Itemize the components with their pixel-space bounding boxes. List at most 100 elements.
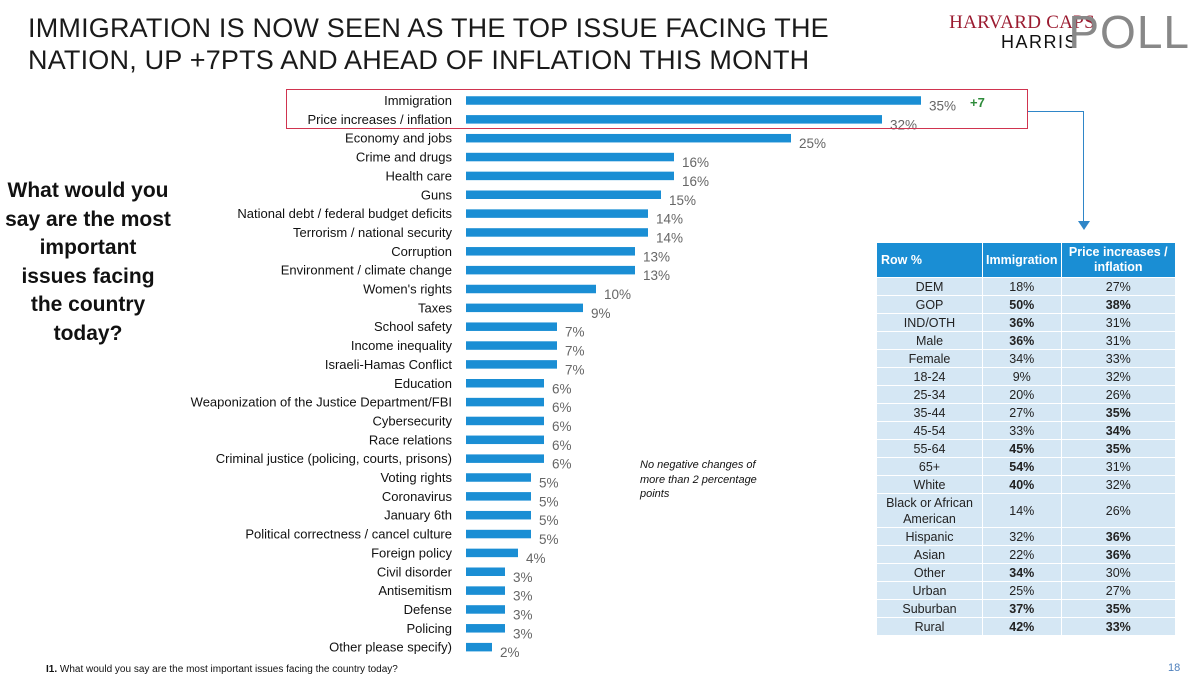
category-label: Civil disorder bbox=[377, 564, 453, 579]
immigration-value: 36% bbox=[982, 331, 1062, 350]
bar bbox=[466, 642, 492, 652]
inflation-value: 32% bbox=[1060, 367, 1177, 386]
bar bbox=[466, 605, 505, 614]
survey-question: What would you say are the most importan… bbox=[5, 179, 171, 345]
category-label: Voting rights bbox=[380, 470, 452, 485]
inflation-value: 35% bbox=[1060, 599, 1177, 618]
table-header-inflation: Price increases / inflation bbox=[1060, 242, 1177, 278]
value-label: 6% bbox=[552, 457, 572, 472]
table-row: GOP 50% 38% bbox=[876, 295, 1177, 314]
category-label: Crime and drugs bbox=[356, 150, 453, 165]
category-label: Economy and jobs bbox=[345, 131, 452, 146]
category-label: Income inequality bbox=[351, 338, 453, 353]
bar bbox=[466, 152, 674, 162]
table-row: White 40% 32% bbox=[876, 475, 1177, 494]
arrow-down-icon bbox=[1078, 221, 1090, 230]
row-label: 35-44 bbox=[876, 403, 983, 422]
value-label: 6% bbox=[552, 381, 572, 396]
inflation-value: 26% bbox=[1060, 385, 1177, 404]
category-label: Other please specify) bbox=[329, 640, 452, 655]
logo-line-3: POLL bbox=[1068, 6, 1190, 58]
changes-note: No negative changes of more than 2 perce… bbox=[640, 459, 757, 500]
connector-arrow-line-vertical bbox=[1083, 111, 1084, 222]
immigration-value: 37% bbox=[982, 599, 1062, 618]
inflation-value: 33% bbox=[1060, 349, 1177, 368]
row-label: Other bbox=[876, 563, 983, 582]
table-row: 45-54 33% 34% bbox=[876, 421, 1177, 440]
bar bbox=[466, 284, 596, 294]
row-label: 25-34 bbox=[876, 385, 983, 404]
inflation-value: 36% bbox=[1060, 527, 1177, 546]
bar bbox=[466, 96, 921, 105]
row-label: 18-24 bbox=[876, 367, 983, 386]
value-label: 6% bbox=[552, 438, 572, 453]
value-label: 4% bbox=[526, 551, 546, 566]
immigration-value: 14% bbox=[982, 493, 1062, 528]
immigration-value: 22% bbox=[982, 545, 1062, 564]
bar bbox=[466, 454, 544, 463]
value-label: 14% bbox=[656, 212, 683, 227]
table-row: Rural 42% 33% bbox=[876, 617, 1177, 636]
value-label: 7% bbox=[565, 362, 585, 377]
table-row: Hispanic 32% 36% bbox=[876, 527, 1177, 546]
category-label: Education bbox=[394, 376, 452, 391]
inflation-value: 31% bbox=[1060, 313, 1177, 332]
value-label: 5% bbox=[539, 532, 559, 547]
immigration-value: 18% bbox=[982, 277, 1062, 296]
inflation-value: 36% bbox=[1060, 545, 1177, 564]
immigration-value: 32% bbox=[982, 527, 1062, 546]
page-number: 18 bbox=[1168, 662, 1181, 674]
row-label: Rural bbox=[876, 617, 983, 636]
row-label: Black or African American bbox=[876, 493, 983, 528]
category-label: Foreign policy bbox=[371, 545, 452, 560]
category-label: Price increases / inflation bbox=[307, 112, 452, 127]
category-label: Terrorism / national security bbox=[293, 225, 452, 240]
table-row: Asian 22% 36% bbox=[876, 545, 1177, 564]
value-label: 25% bbox=[799, 136, 826, 151]
top-two-highlight-box bbox=[286, 89, 1028, 129]
immigration-value: 40% bbox=[982, 475, 1062, 494]
value-label: 3% bbox=[513, 570, 533, 585]
value-label: 16% bbox=[682, 155, 709, 170]
bar bbox=[466, 416, 544, 426]
value-label: 3% bbox=[513, 626, 533, 641]
value-label: 5% bbox=[539, 476, 559, 491]
bar bbox=[466, 341, 557, 350]
value-label: 7% bbox=[565, 325, 585, 340]
bar bbox=[466, 529, 531, 539]
row-label: GOP bbox=[876, 295, 983, 314]
row-label: 65+ bbox=[876, 457, 983, 476]
row-label: Urban bbox=[876, 581, 983, 600]
inflation-value: 27% bbox=[1060, 581, 1177, 600]
inflation-value: 31% bbox=[1060, 331, 1177, 350]
value-label: 2% bbox=[500, 645, 520, 660]
row-label: White bbox=[876, 475, 983, 494]
bar bbox=[466, 228, 648, 237]
question-footnote: I1. What would you say are the most impo… bbox=[46, 664, 398, 675]
row-label: IND/OTH bbox=[876, 313, 983, 332]
bar bbox=[466, 303, 583, 313]
value-label: 7% bbox=[565, 344, 585, 359]
value-label: 14% bbox=[656, 230, 683, 245]
immigration-change-label: +7 bbox=[970, 95, 985, 110]
harvard-caps-harris-poll-logo: HARVARD CAPS HARRIS POLL bbox=[940, 8, 1190, 56]
inflation-value: 34% bbox=[1060, 421, 1177, 440]
value-label: 35% bbox=[929, 99, 956, 114]
category-label: Race relations bbox=[369, 432, 453, 447]
bar bbox=[466, 190, 661, 199]
value-label: 6% bbox=[552, 400, 572, 415]
value-label: 5% bbox=[539, 513, 559, 528]
value-label: 13% bbox=[643, 249, 670, 264]
page-title: IMMIGRATION IS NOW SEEN AS THE TOP ISSUE… bbox=[28, 13, 829, 75]
inflation-value: 31% bbox=[1060, 457, 1177, 476]
table-row: 65+ 54% 31% bbox=[876, 457, 1177, 476]
row-label: DEM bbox=[876, 277, 983, 296]
category-label: Cybersecurity bbox=[373, 413, 453, 428]
immigration-value: 34% bbox=[982, 349, 1062, 368]
table-row: Urban 25% 27% bbox=[876, 581, 1177, 600]
table-row: 25-34 20% 26% bbox=[876, 385, 1177, 404]
immigration-value: 54% bbox=[982, 457, 1062, 476]
row-label: 55-64 bbox=[876, 439, 983, 458]
category-label: Coronavirus bbox=[382, 489, 453, 504]
table-row: Female 34% 33% bbox=[876, 349, 1177, 368]
